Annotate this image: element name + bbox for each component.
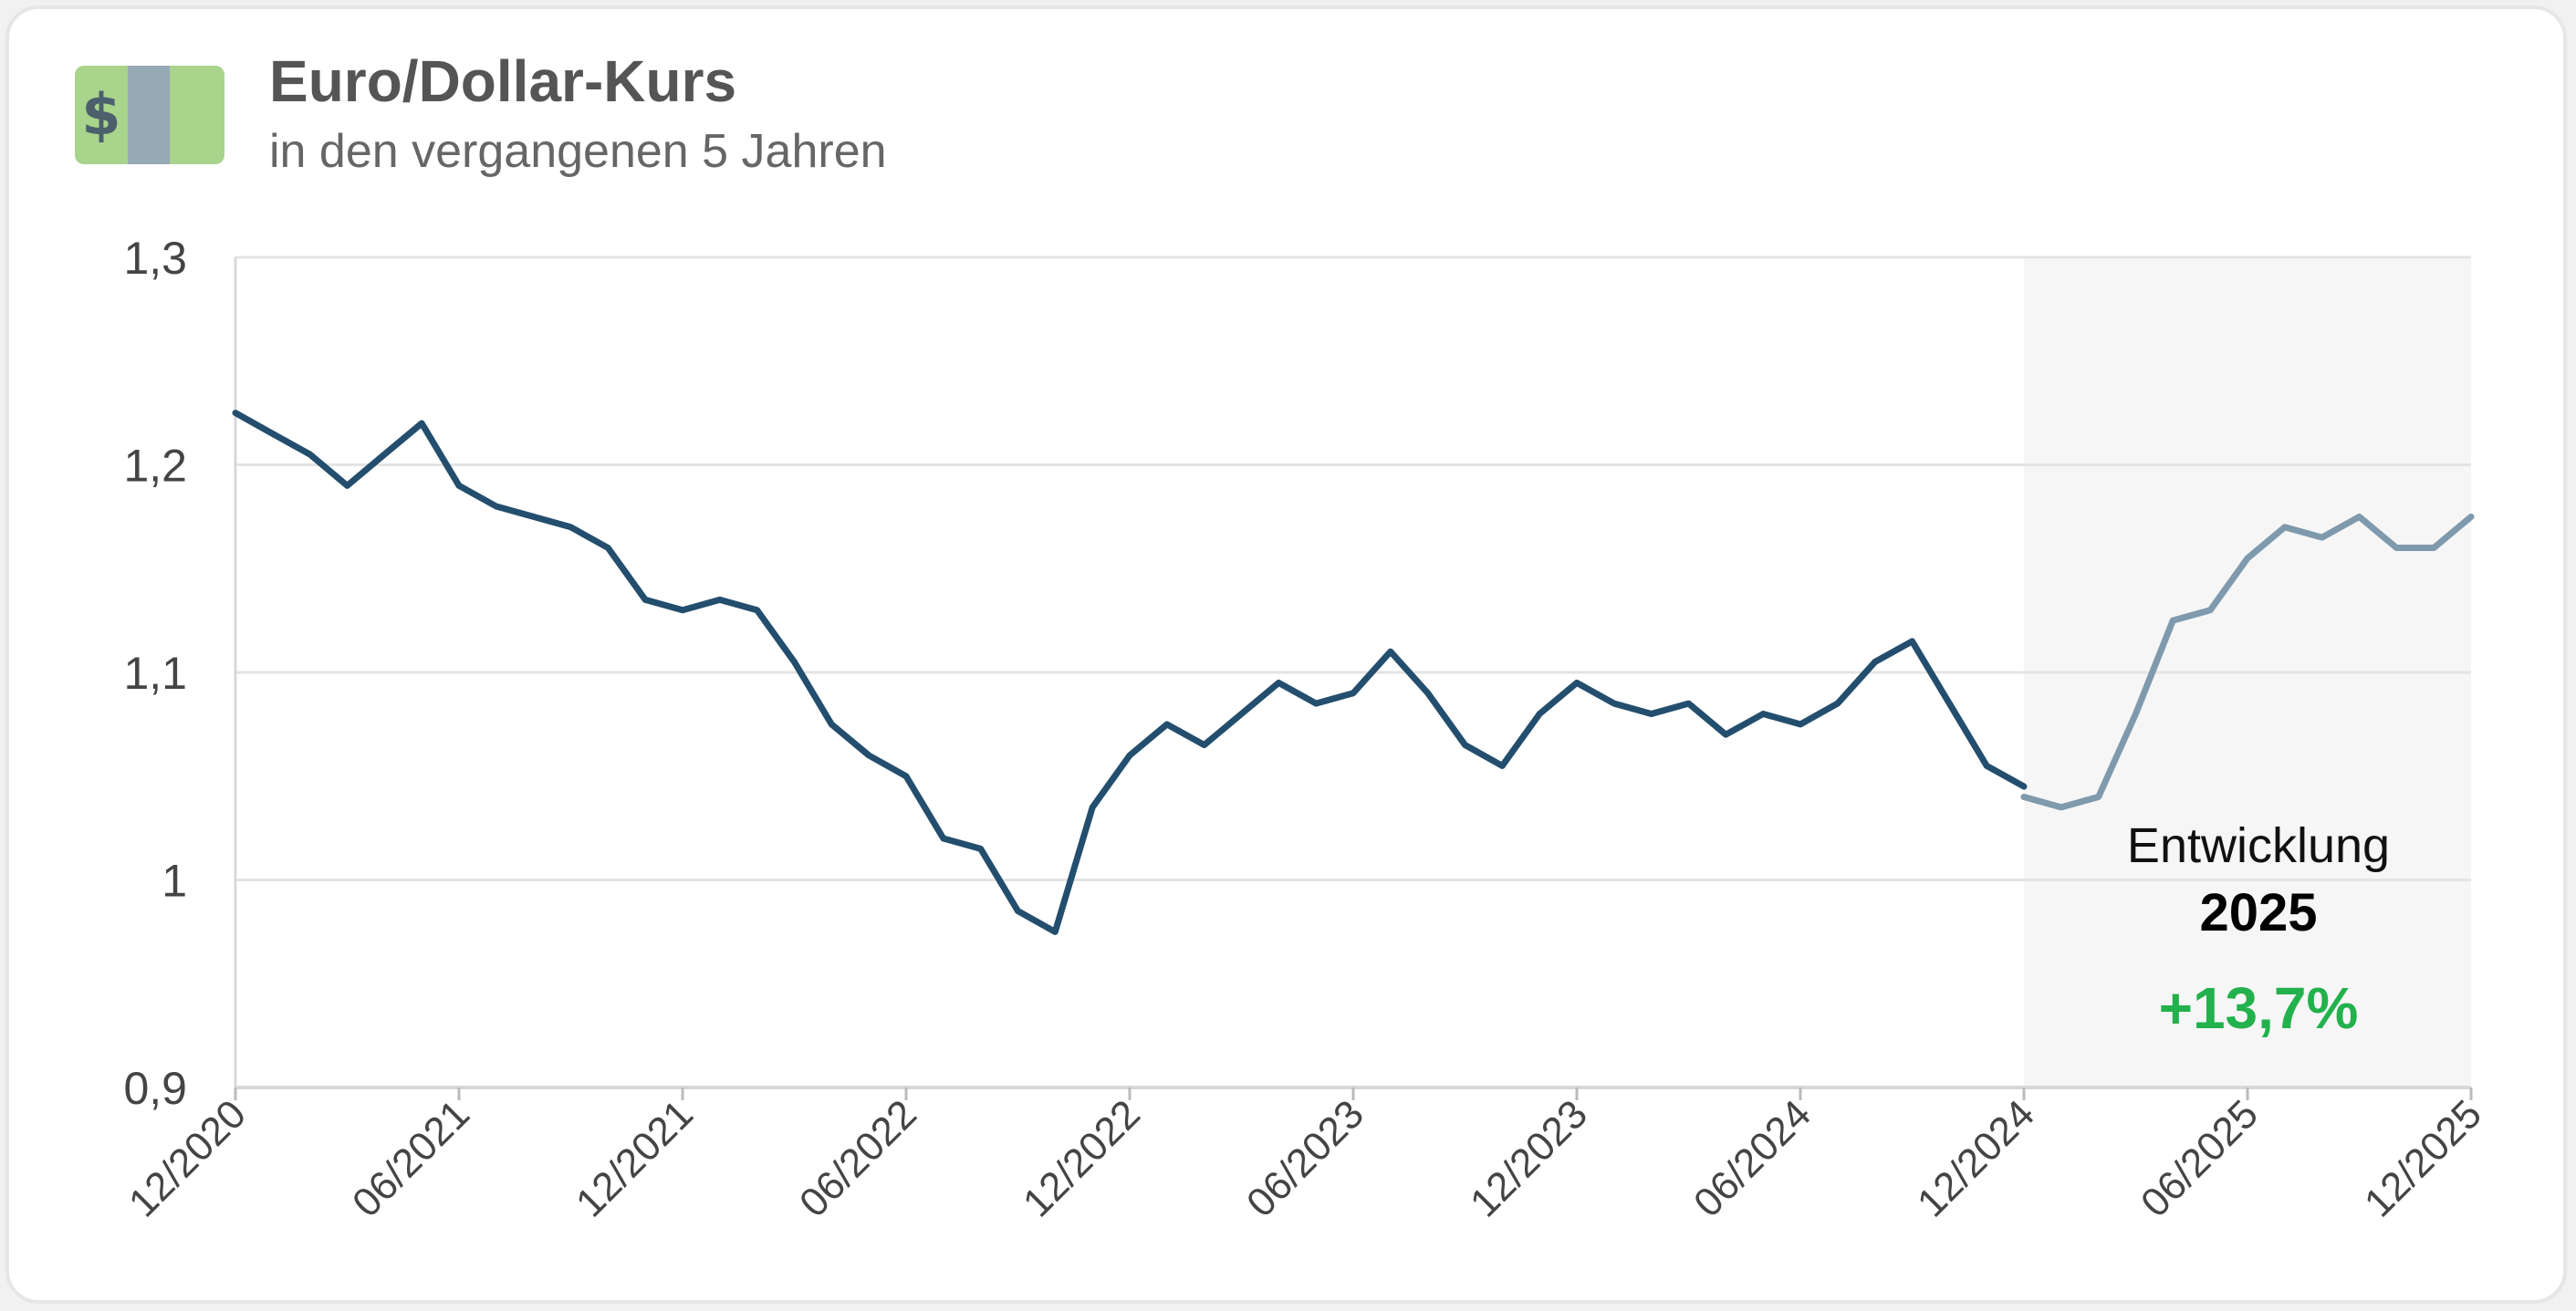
annotation-change: +13,7% (2159, 975, 2359, 1041)
chart-subtitle: in den vergangenen 5 Jahren (269, 125, 887, 178)
series-line-history (232, 410, 2028, 935)
x-tick-label: 06/2023 (1238, 1091, 1372, 1225)
x-tick-label: 12/2022 (1015, 1091, 1149, 1225)
x-tick-label: 12/2023 (1462, 1091, 1596, 1225)
x-tick-label: 06/2024 (1685, 1091, 1820, 1225)
x-tick-label: 12/2024 (1909, 1091, 2043, 1225)
x-tick-label: 06/2025 (2133, 1091, 2267, 1225)
series-line-2025 (2020, 513, 2475, 811)
chart-title: Euro/Dollar-Kurs (269, 48, 737, 114)
x-tick-label: 06/2022 (791, 1091, 925, 1225)
x-tick-label: 06/2021 (344, 1091, 478, 1225)
y-tick-label: 1,1 (123, 648, 187, 699)
annotation-year: 2025 (2199, 883, 2317, 942)
y-tick-label: 0,9 (123, 1063, 187, 1114)
y-tick-label: 1,3 (123, 233, 187, 284)
annotation-label: Entwicklung (2127, 818, 2390, 873)
dollar-sign: $ (81, 81, 121, 148)
y-tick-label: 1,2 (123, 441, 187, 492)
dollar-banknote-icon: $ (75, 66, 224, 164)
y-tick-label: 1 (162, 856, 187, 907)
x-tick-label: 12/2025 (2356, 1091, 2490, 1225)
x-tick-label: 12/2021 (568, 1091, 702, 1225)
